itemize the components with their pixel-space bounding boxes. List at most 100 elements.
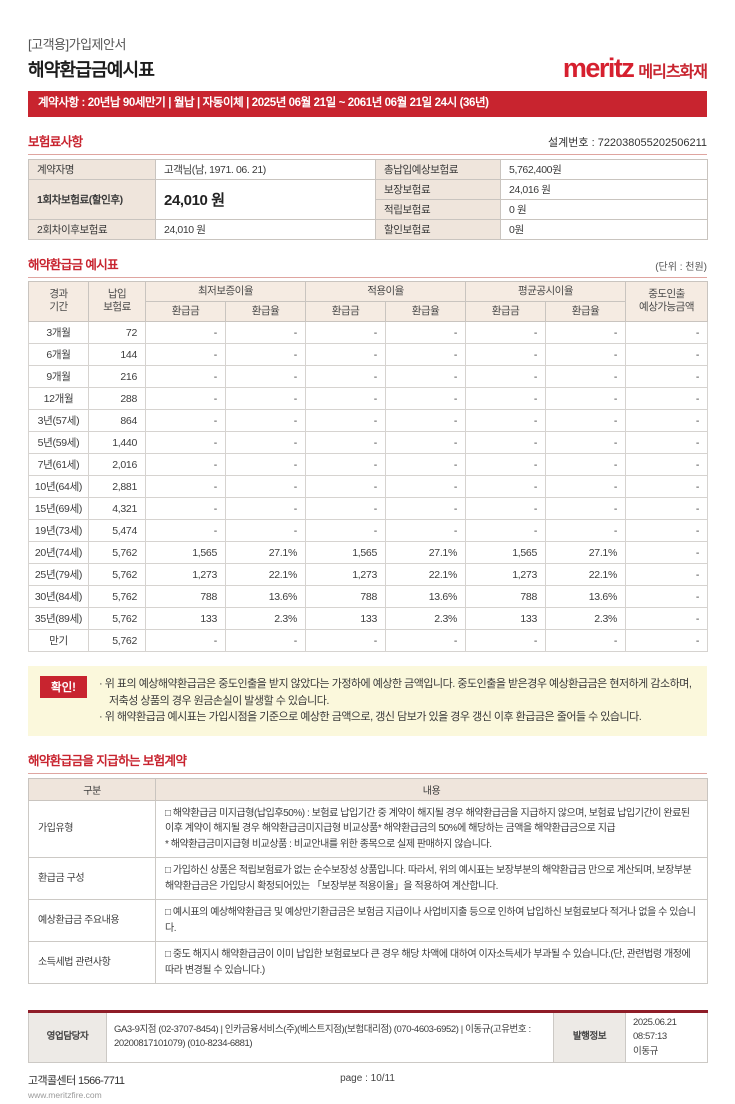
table-row: 12개월 288- - - - - - - <box>28 387 709 411</box>
table-cell: - <box>305 519 386 543</box>
table-cell: - <box>225 365 306 389</box>
table-row: 영업담당자 GA3-9지점 (02-3707-8454) | 인카금융서비스(주… <box>28 1011 708 1063</box>
table-row: 5년(59세) 1,440- - - - - - - <box>28 431 709 455</box>
surrender-example-head: 해약환급금 예시표 (단위 : 천원) <box>28 254 707 278</box>
table-cell: - <box>545 343 627 367</box>
table-cell: - <box>225 321 306 345</box>
premium-section-title: 보험료사항 <box>28 134 83 149</box>
col-group-applied-rate: 적용이율 <box>304 280 467 302</box>
table-cell: - <box>225 431 306 455</box>
table-cell: - <box>305 365 386 389</box>
table-row: 소득세법 관련사항 □ 중도 해지시 해약환급금이 이미 납입한 보험료보다 큰 … <box>28 941 708 985</box>
table-cell: 10년(64세) <box>28 475 89 499</box>
table-cell: 35년(89세) <box>28 607 89 631</box>
table-cell: - <box>305 431 386 455</box>
subcol-refund-rate: 환급율 <box>384 300 467 323</box>
table-row: 30년(84세) 5,762 788 13.6% 788 13.6% 788 13.6% - <box>28 585 709 609</box>
table-cell: 1,273 <box>465 563 547 587</box>
table-row: 19년(73세) 5,474- - - - - - - <box>28 519 709 543</box>
table-cell: 5,762 <box>88 629 146 653</box>
table-cell: □ 중도 해지시 해약환급금이 이미 납입한 보험료보다 큰 경우 해당 차액에… <box>155 941 708 985</box>
table-cell: - <box>625 607 709 631</box>
table-row: 3년(57세) 864- - - - - - - <box>28 409 709 433</box>
issue-info-value: 2025.06.21 08:57:13 이동규 <box>625 1011 708 1063</box>
table-row: 25년(79세) 5,762 1,273 22.1% 1,273 22.1% 1,273 22… <box>28 563 709 587</box>
table-cell: 소득세법 관련사항 <box>28 941 156 985</box>
table-cell: - <box>625 321 709 345</box>
table-cell: - <box>305 475 386 499</box>
table-cell: 216 <box>88 365 146 389</box>
table-cell: - <box>305 453 386 477</box>
table-cell: 22.1% <box>545 563 627 587</box>
table-cell: 27.1% <box>545 541 627 565</box>
table-cell: - <box>145 321 226 345</box>
table-cell: 20년(74세) <box>28 541 89 565</box>
table-cell: - <box>465 321 547 345</box>
surrender-value-table: 경과 기간 납입 보험료 최저보증이율 적용이율 평균공시이율 중도인출 예상가… <box>28 280 709 653</box>
table-cell: - <box>225 475 306 499</box>
table-cell: - <box>305 321 386 345</box>
table-cell: - <box>465 387 547 411</box>
table-cell: - <box>625 387 709 411</box>
table-cell: - <box>384 453 467 477</box>
contract-conditions-head: 해약환급금을 지급하는 보험계약 <box>28 750 707 774</box>
table-cell: 22.1% <box>225 563 306 587</box>
table-cell: 2.3% <box>384 607 467 631</box>
table-row: 9개월 216- - - - - - - <box>28 365 709 389</box>
table-cell: - <box>384 387 467 411</box>
table-cell: 1,273 <box>145 563 226 587</box>
table-cell: 5,762 <box>88 585 146 609</box>
table-cell: - <box>625 563 709 587</box>
table-cell: - <box>305 629 386 653</box>
col-elapsed-period: 경과 기간 <box>28 280 89 323</box>
table-cell: - <box>625 519 709 543</box>
table-cell: - <box>225 629 306 653</box>
table-cell: 788 <box>305 585 386 609</box>
table-row: 7년(61세) 2,016- - - - - - - <box>28 453 709 477</box>
table-cell: 예상환급금 주요내용 <box>28 899 156 943</box>
brand-logo: meritz 메리츠화재 <box>562 53 708 83</box>
table-row: 계약자명 고객님(남, 1971. 06. 21) 총납입예상보험료 5,762… <box>28 158 708 180</box>
table-cell: - <box>305 343 386 367</box>
table-cell: 133 <box>145 607 226 631</box>
table-cell: - <box>145 387 226 411</box>
table-cell: 5,762 <box>88 541 146 565</box>
contractor-value: 고객님(남, 1971. 06. 21) <box>155 158 376 180</box>
table-row: 1회차보험료(할인후) 24,010 원 보장보험료 24,016 원 <box>28 178 708 220</box>
agent-info: GA3-9지점 (02-3707-8454) | 인카금융서비스(주)(베스트지… <box>106 1011 554 1063</box>
notice-box: 확인! · 위 표의 예상해약환급금은 중도인출을 받지 않았다는 가정하에 예… <box>28 666 707 736</box>
notice-item: · 위 해약환급금 예시표는 가입시점을 기준으로 예상한 금액으로, 갱신 담… <box>99 711 642 724</box>
table-cell: 864 <box>88 409 146 433</box>
table-cell: - <box>145 475 226 499</box>
table-cell: - <box>545 409 627 433</box>
meritz-logo-icon: meritz <box>562 53 635 83</box>
table-cell: 5,762 <box>88 607 146 631</box>
table-cell: 4,321 <box>88 497 146 521</box>
table-cell: - <box>145 343 226 367</box>
table-cell: 2,881 <box>88 475 146 499</box>
table-cell: - <box>465 409 547 433</box>
subcol-refund-amount: 환급금 <box>305 300 386 323</box>
surrender-example-title: 해약환급금 예시표 <box>28 257 119 272</box>
table-cell: - <box>545 365 627 389</box>
table-cell: - <box>145 453 226 477</box>
table-cell: - <box>384 343 467 367</box>
confirm-badge: 확인! <box>40 676 87 699</box>
table-cell: 144 <box>88 343 146 367</box>
table-cell: 288 <box>88 387 146 411</box>
savings-premium-label: 적립보험료 <box>375 198 501 220</box>
table-cell: 환급금 구성 <box>28 857 156 901</box>
total-premium-value: 5,762,400원 <box>500 158 708 180</box>
table-cell: - <box>625 453 709 477</box>
after-second-premium-label: 2회차이후보험료 <box>28 218 156 240</box>
table-cell: 27.1% <box>384 541 467 565</box>
table-cell: 3년(57세) <box>28 409 89 433</box>
table-cell: - <box>145 519 226 543</box>
surrender-example-section: 해약환급금 예시표 (단위 : 천원) 경과 기간 납입 보험료 최저보증이율 … <box>28 254 709 653</box>
table-cell: - <box>625 629 709 653</box>
contract-terms-bar: 계약사항 : 20년납 90세만기 | 월납 | 자동이체 | 2025년 06… <box>28 91 707 117</box>
document-header: [고객용]가입제안서 해약환급금예시표 meritz 메리츠화재 <box>28 34 708 83</box>
table-cell: - <box>625 541 709 565</box>
table-cell: - <box>625 431 709 455</box>
unit-note: (단위 : 천원) <box>655 261 707 273</box>
